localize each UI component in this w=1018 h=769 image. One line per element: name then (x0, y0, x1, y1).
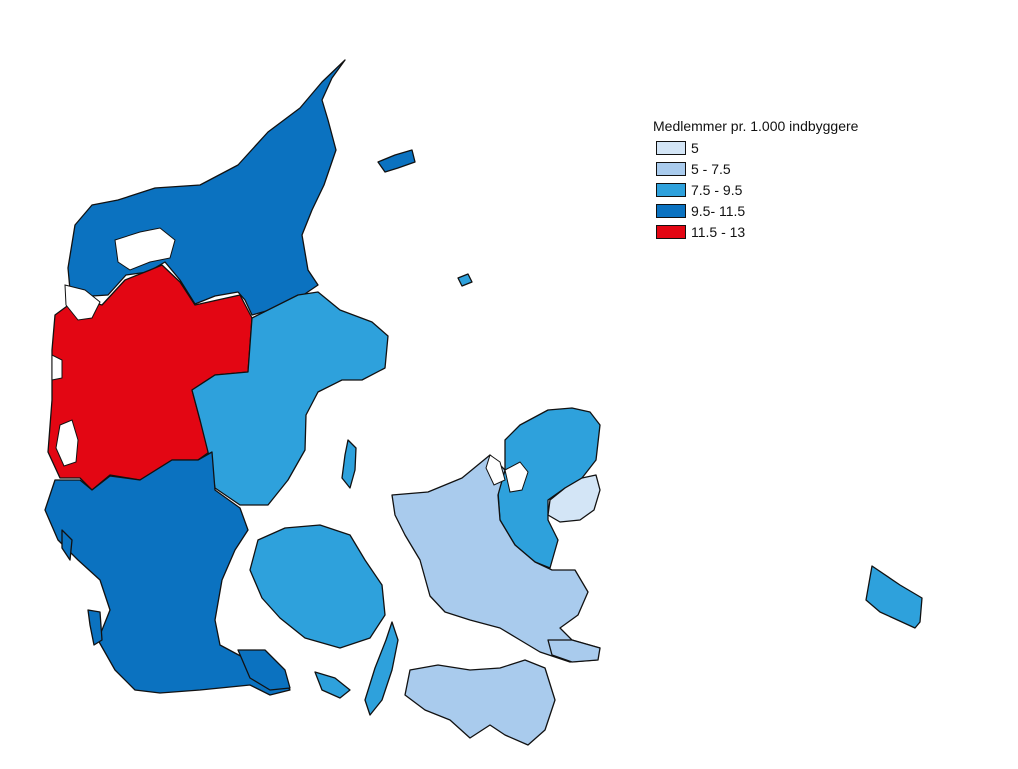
map-legend: Medlemmer pr. 1.000 indbyggere 5 5 - 7.5… (653, 118, 858, 242)
legend-item: 11.5 - 13 (653, 221, 858, 242)
region-bornholm (865, 565, 923, 629)
region-oestjylland (191, 291, 389, 506)
isefjord (485, 454, 506, 486)
legend-item: 7.5 - 9.5 (653, 179, 858, 200)
legend-swatch (656, 182, 686, 197)
legend-item: 9.5- 11.5 (653, 200, 858, 221)
legend-label: 7.5 - 9.5 (691, 181, 743, 198)
island-aeroe (314, 671, 351, 699)
legend-label: 9.5- 11.5 (691, 202, 746, 219)
island-roemoe (87, 609, 103, 646)
legend-label: 5 - 7.5 (691, 160, 731, 177)
island-alsoe (237, 649, 291, 691)
region-koebenhavn (547, 474, 601, 523)
region-vestsjaelland (391, 454, 601, 663)
region-nordjylland (67, 59, 346, 316)
limfjord-water-west (64, 284, 101, 321)
region-langeland (364, 621, 399, 716)
legend-label: 5 (691, 139, 699, 156)
island-moen (547, 639, 601, 663)
legend-swatch (656, 224, 686, 239)
legend-title: Medlemmer pr. 1.000 indbyggere (653, 118, 859, 134)
limfjord-water (114, 227, 176, 271)
region-lolland-falster (404, 659, 556, 746)
region-fyn (249, 524, 386, 649)
legend-swatch (656, 161, 686, 176)
island-laesoe (377, 149, 416, 173)
legend-item: 5 - 7.5 (653, 158, 858, 179)
legend-swatch (656, 140, 686, 155)
nissum-fjord (51, 354, 63, 381)
island-fanoe (61, 529, 73, 561)
roskilde-fjord (504, 461, 529, 493)
island-samsoe (341, 439, 357, 489)
legend-swatch (656, 203, 686, 218)
legend-label: 11.5 - 13 (691, 223, 746, 240)
ringkoebing-fjord (55, 419, 79, 467)
legend-item: 5 (653, 137, 858, 158)
island-anholt (457, 273, 473, 287)
